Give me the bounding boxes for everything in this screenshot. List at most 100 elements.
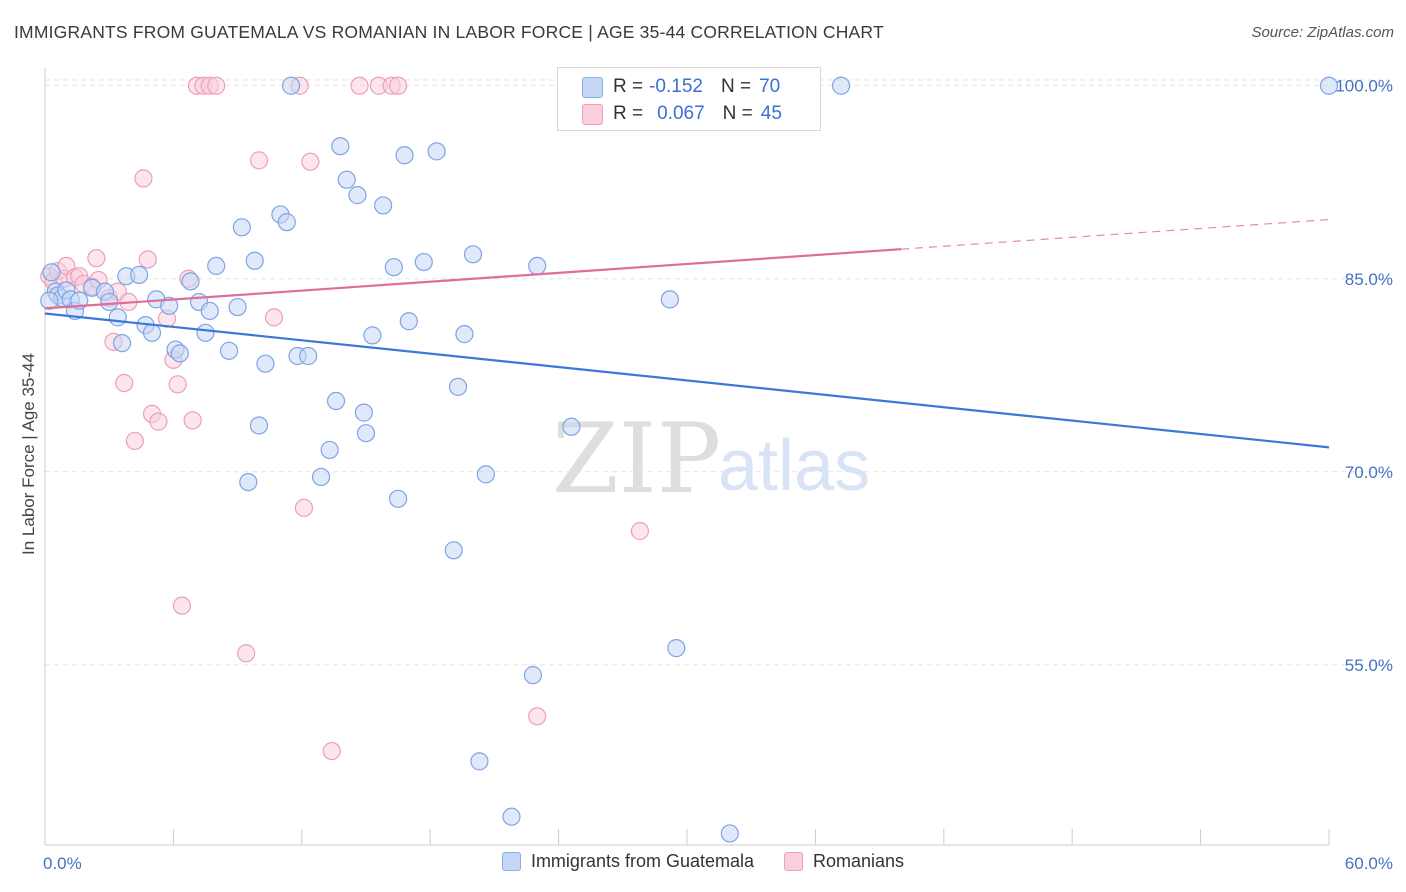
- guatemala-point: [142, 323, 162, 342]
- y-tick-label: 85.0%: [1345, 270, 1393, 289]
- guatemala-point: [356, 424, 376, 443]
- guatemala-point: [282, 76, 301, 95]
- legend-swatch-pink: [582, 103, 603, 125]
- trendlines: [44, 218, 1330, 449]
- r-value: 0.067: [657, 103, 705, 124]
- romanian-point: [264, 308, 284, 327]
- guatemala-point: [354, 403, 373, 422]
- x-tick-label: 60.0%: [1345, 854, 1393, 873]
- guatemala-point: [337, 170, 356, 189]
- guatemala-point: [448, 377, 468, 396]
- guatemala-point: [256, 354, 275, 373]
- romanian-point: [249, 151, 269, 170]
- guatemala-point: [160, 296, 179, 315]
- legend-label-romanians: Romanians: [813, 851, 905, 871]
- guatemala-point: [207, 256, 226, 276]
- y-axis-label: In Labor Force | Age 35-44: [19, 353, 38, 555]
- guatemala-point: [130, 265, 149, 285]
- guatemala-point: [196, 323, 215, 342]
- romanian-point: [237, 644, 256, 663]
- guatemala-point: [245, 251, 264, 270]
- axes: [44, 68, 1330, 846]
- guatemala-point: [389, 489, 408, 508]
- guatemala-point: [720, 824, 739, 843]
- guatemala-point: [562, 417, 581, 436]
- guatemala-point: [470, 752, 489, 771]
- guatemala-point: [667, 639, 686, 658]
- romanian-point: [183, 411, 202, 430]
- romanian-point: [294, 498, 314, 517]
- y-tick-label: 100.0%: [1335, 77, 1393, 96]
- romanian-point: [168, 375, 187, 394]
- legend-swatch-blue: [582, 76, 603, 98]
- romanian-point: [115, 373, 134, 393]
- romanian-point: [125, 431, 144, 451]
- n-value: 70: [759, 76, 781, 97]
- guatemala-point: [414, 252, 433, 272]
- chart-title: IMMIGRANTS FROM GUATEMALA VS ROMANIAN IN…: [14, 22, 884, 42]
- guatemala-point: [200, 301, 219, 321]
- r-value: -0.152: [649, 76, 703, 97]
- legend-label-guatemala: Immigrants from Guatemala: [530, 851, 755, 871]
- guatemala-point: [331, 137, 350, 156]
- guatemala-point: [395, 146, 414, 165]
- romanian-point: [207, 76, 226, 95]
- guatemala-point: [399, 312, 418, 331]
- guatemala-point: [277, 213, 296, 232]
- guatemala-point: [228, 297, 247, 317]
- n-label: N =: [720, 76, 752, 97]
- r-label: R =: [613, 103, 644, 124]
- romanian-point: [134, 169, 153, 188]
- romanian-point: [172, 596, 192, 615]
- guatemala-point: [100, 292, 119, 312]
- y-tick-label: 55.0%: [1345, 656, 1393, 675]
- y-tick-labels: 55.0% 70.0% 85.0% 100.0%: [1335, 77, 1393, 675]
- trendline-guatemala: [44, 312, 1330, 449]
- guatemala-point: [660, 290, 679, 309]
- guatemala-point: [239, 472, 258, 492]
- legend-row-romanians: R = 0.067 N = 45: [582, 103, 782, 125]
- grid-lines: [45, 79, 1395, 666]
- guatemala-point: [112, 334, 132, 353]
- guatemala-point: [249, 416, 269, 435]
- series-guatemala-points: [40, 76, 1339, 843]
- guatemala-point: [232, 218, 251, 237]
- guatemala-point: [311, 467, 331, 487]
- romanian-point: [138, 250, 157, 269]
- guatemala-point: [1319, 76, 1339, 95]
- x-tick-labels: 0.0% 60.0%: [43, 854, 1393, 873]
- guatemala-point: [374, 196, 393, 215]
- guatemala-point: [363, 326, 382, 345]
- guatemala-point: [320, 440, 339, 460]
- guatemala-point: [384, 258, 403, 277]
- trendline-romanians-extension: [900, 218, 1330, 250]
- guatemala-point: [463, 245, 483, 264]
- legend-swatch-blue: [501, 852, 521, 871]
- x-tick-label: 0.0%: [43, 854, 82, 873]
- guatemala-point: [523, 666, 543, 685]
- legend-row-guatemala: R = -0.152 N = 70: [582, 76, 780, 98]
- guatemala-point: [181, 272, 200, 291]
- r-label: R =: [613, 76, 644, 97]
- correlation-legend: R = -0.152 N = 70 R = 0.067 N = 45: [557, 67, 821, 131]
- source-label: Source: ZipAtlas.com: [1251, 24, 1394, 41]
- guatemala-point: [42, 263, 61, 282]
- guatemala-point: [348, 186, 367, 205]
- guatemala-point: [170, 344, 189, 363]
- watermark-zip: ZIP: [552, 403, 721, 515]
- guatemala-point: [219, 341, 239, 360]
- guatemala-point: [831, 76, 851, 95]
- guatemala-point: [476, 465, 495, 484]
- guatemala-point: [502, 807, 521, 826]
- series-legend: Immigrants from Guatemala Romanians: [0, 851, 1406, 872]
- romanian-point: [630, 521, 650, 541]
- y-tick-label: 70.0%: [1345, 463, 1393, 482]
- watermark-atlas: atlas: [718, 426, 870, 506]
- legend-item-romanians[interactable]: Romanians: [784, 851, 904, 872]
- romanian-point: [528, 707, 547, 726]
- guatemala-point: [427, 142, 446, 161]
- guatemala-point: [299, 346, 318, 366]
- trendline-romanians: [44, 248, 902, 310]
- legend-swatch-pink: [784, 852, 804, 871]
- legend-item-guatemala[interactable]: Immigrants from Guatemala: [501, 851, 755, 872]
